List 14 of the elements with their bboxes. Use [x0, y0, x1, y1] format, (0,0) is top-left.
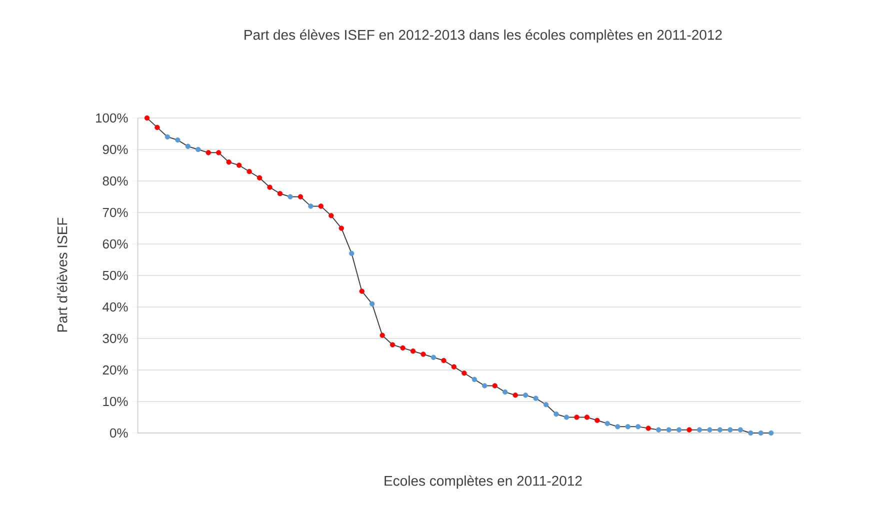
- y-axis-title: Part d'élèves ISEF: [56, 218, 68, 332]
- y-tick-label: 20%: [102, 365, 128, 375]
- y-tick-label: 80%: [102, 176, 128, 186]
- y-tick-label: 10%: [103, 396, 128, 406]
- y-tick-label: 30%: [102, 334, 128, 344]
- y-tick-label: 90%: [102, 144, 128, 154]
- y-tick-label: 40%: [102, 302, 128, 312]
- x-axis-title: Ecoles complètes en 2011-2012: [384, 475, 582, 489]
- y-tick-label: 100%: [96, 113, 128, 123]
- y-tick-label: 50%: [102, 270, 128, 280]
- y-tick-label: 60%: [102, 239, 128, 249]
- y-tick-label: 70%: [102, 208, 128, 218]
- chart-title: Part des élèves ISEF en 2012-2013 dans les écoles complètes en 2011-2012: [244, 29, 722, 43]
- y-tick-label: 0%: [110, 428, 128, 438]
